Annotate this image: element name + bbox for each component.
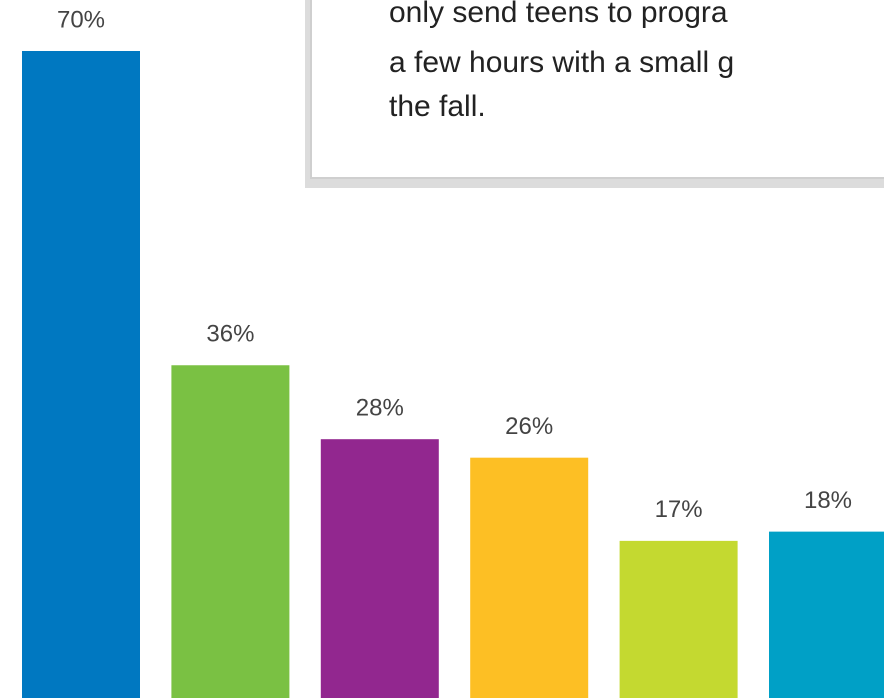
bar — [320, 439, 439, 698]
value-label: 26% — [505, 413, 553, 440]
bar — [769, 531, 884, 698]
bar — [470, 457, 589, 698]
bar — [22, 50, 140, 698]
value-label: 28% — [356, 395, 404, 422]
callout-box — [310, 0, 884, 179]
value-label: 70% — [57, 6, 105, 33]
value-label: 17% — [655, 496, 703, 523]
bar — [619, 540, 738, 698]
callout-text: only send teens to progra — [389, 0, 728, 29]
bar — [171, 365, 290, 698]
callout-text: the fall. — [389, 90, 486, 123]
value-label: 36% — [206, 321, 254, 348]
value-label: 18% — [804, 487, 852, 514]
callout-text: a few hours with a small g — [389, 46, 734, 79]
